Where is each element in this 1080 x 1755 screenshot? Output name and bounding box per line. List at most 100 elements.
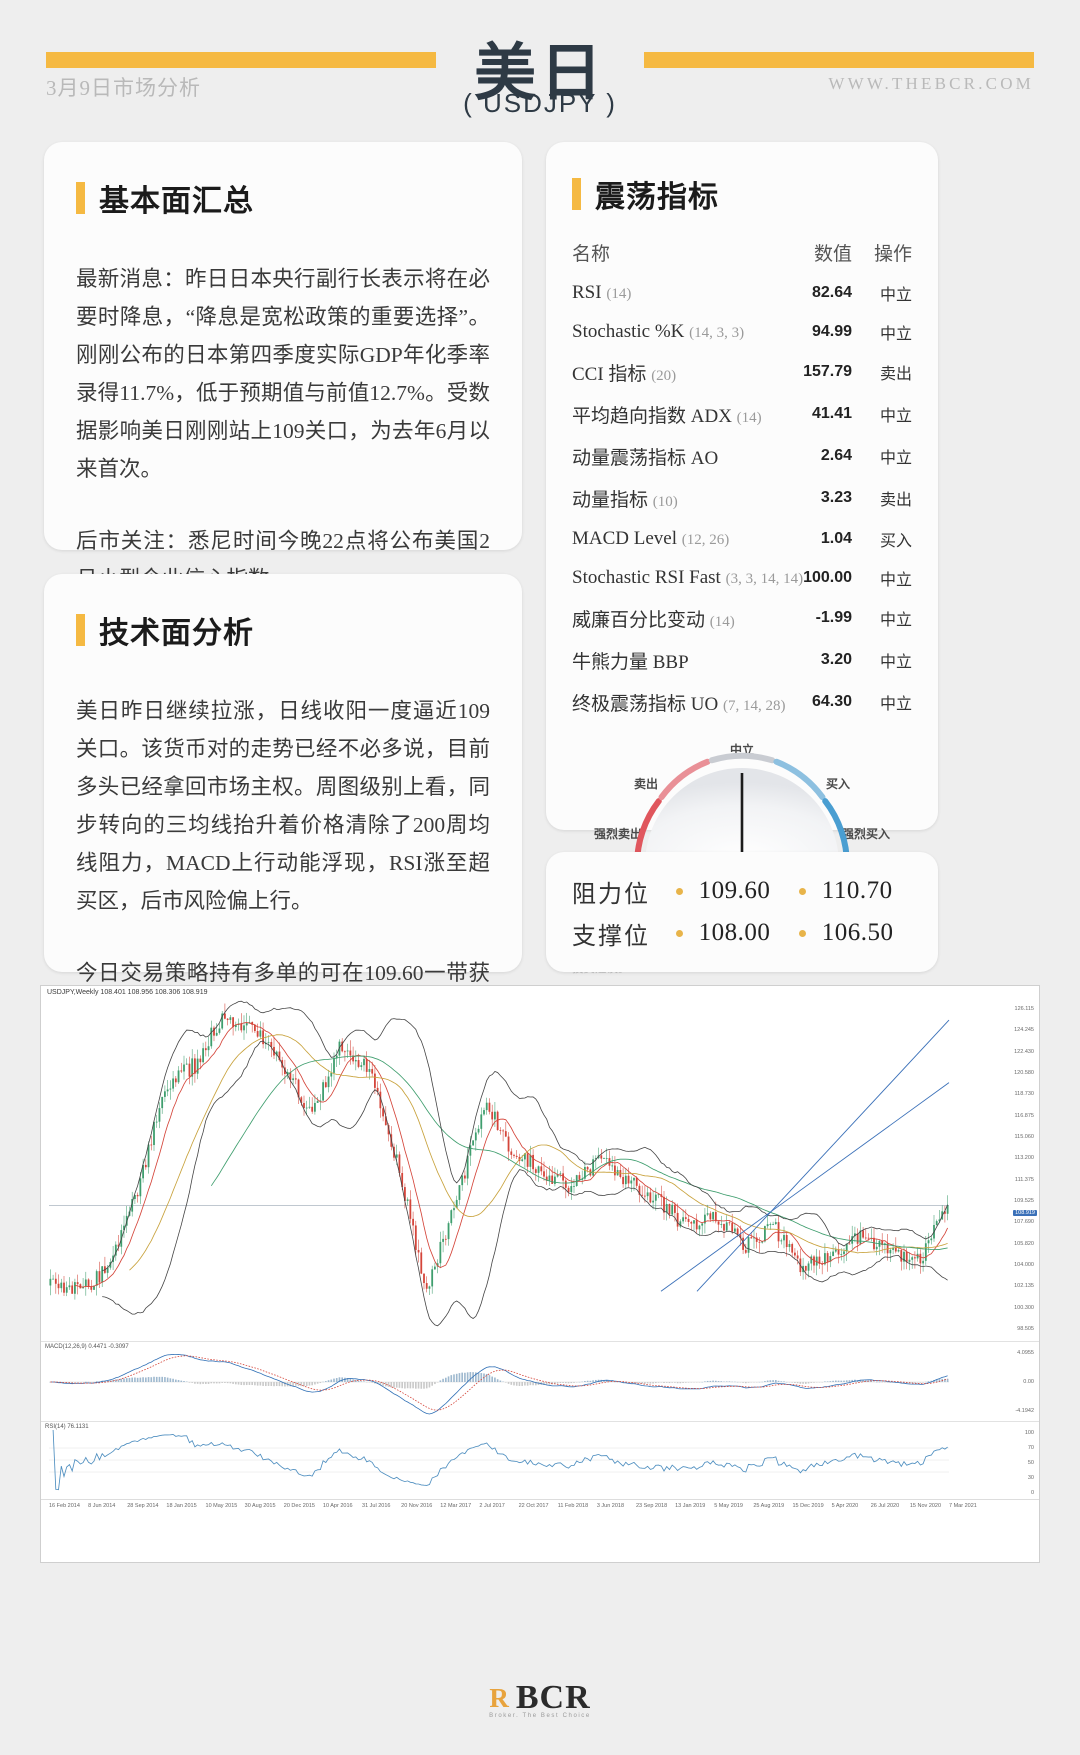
indicator-action: 中立 (879, 571, 912, 589)
table-row: Stochastic RSI Fast (3, 3, 14, 14) 100.00… (572, 558, 912, 597)
technical-analysis-card: 技术面分析 美日昨日继续拉涨，日线收阳一度逼近109关口。该货币对的走势已经不必… (44, 574, 522, 1061)
header-rule-right (644, 52, 1034, 68)
indicator-value: 100.00 (803, 568, 853, 586)
indicator-value: 3.20 (820, 651, 853, 668)
indicator-name: Stochastic RSI Fast (3, 3, 14, 14) (572, 566, 804, 588)
resistance-row: 阻力位 109.60 110.70 (572, 870, 912, 912)
table-row: MACD Level (12, 26) 1.04 买入 (572, 519, 912, 558)
indicator-name: MACD Level (12, 26) (572, 527, 730, 549)
table-row: Stochastic %K (14, 3, 3) 94.99 中立 (572, 312, 912, 351)
page-header: 3月9日市场分析 WWW.THEBCR.COM 美日 ( USDJPY ) (0, 0, 1080, 128)
candlestick-chart (49, 1000, 950, 1327)
oscillator-indicators-card: 震荡指标 名称 数值 操作 RSI (14) 82.64 中立 Stochastic … (546, 142, 938, 975)
main-price-pane[interactable]: 126.115 124.245 122.430 120.580 118.730 116.8… (41, 996, 1039, 1341)
date-tick-label: 20 Dec 2015 (283, 1503, 315, 1509)
price-tick-label: 116.875 (1014, 1112, 1034, 1119)
date-tick-label: 11 Feb 2018 (557, 1503, 589, 1509)
indicator-params: (12, 26) (681, 531, 730, 548)
indicator-action: 中立 (879, 408, 912, 425)
indicator-params: (3, 3, 14, 14) (725, 570, 804, 587)
macd-pane[interactable]: MACD(12,26,9) 0.4471 -0.3097 4.0955 0.00 -… (41, 1341, 1039, 1421)
indicator-action: 中立 (879, 286, 912, 304)
price-tick-label: 126.115 (1014, 1006, 1034, 1012)
date-tick-label: 22 Oct 2017 (518, 1503, 549, 1509)
indicator-value: 64.30 (811, 693, 853, 710)
bullet-dot-icon (798, 887, 806, 895)
price-tick-label: 111.375 (1014, 1176, 1034, 1183)
price-tick-label: 113.200 (1014, 1155, 1034, 1162)
date-tick-label: 23 Sep 2018 (635, 1503, 668, 1509)
brand-footer: R BCR Broker. The Best Choice (0, 1679, 1080, 1719)
macd-label: MACD(12,26,9) 0.4471 -0.3097 (45, 1344, 129, 1350)
brand-mark-icon: R (489, 1682, 509, 1713)
title-accent-bar (76, 182, 85, 214)
date-tick-label: 13 Jan 2019 (675, 1503, 706, 1509)
header-date-label: 3月9日市场分析 (46, 76, 201, 100)
header-website: WWW.THEBCR.COM (828, 74, 1034, 93)
indicator-params: (7, 14, 28) (722, 697, 786, 714)
fundamental-body: 最新消息：昨日日本央行副行长表示将在必要时降息，“降息是宽松政策的重要选择”。刚… (76, 260, 490, 598)
title-accent-bar (76, 614, 85, 646)
indicator-name: RSI (14) (572, 281, 632, 303)
indicator-params: (20) (651, 367, 677, 384)
title-accent-bar (572, 178, 581, 210)
macd-indicator-chart (49, 1353, 949, 1415)
column-header-value: 数值 (814, 244, 853, 265)
date-tick-label: 12 Mar 2017 (440, 1503, 472, 1509)
price-tick-label: 107.690 (1014, 1219, 1034, 1226)
indicator-params: (10) (652, 493, 678, 510)
date-tick-label: 26 Jul 2020 (870, 1503, 900, 1509)
rsi-tick-label: 50 (1027, 1460, 1034, 1466)
price-tick-label: 124.245 (1014, 1027, 1034, 1034)
rsi-pane[interactable]: RSI(14) 76.1131 100 70 50 30 0 (41, 1421, 1039, 1499)
indicator-name: 动量震荡指标 AO (572, 447, 719, 469)
date-tick-label: 30 Aug 2015 (244, 1503, 276, 1509)
indicator-action: 卖出 (879, 366, 912, 383)
indicator-action: 中立 (879, 696, 912, 713)
table-row: 终极震荡指标 UO (7, 14, 28) 64.30 中立 (572, 681, 912, 723)
date-tick-label: 2 Jul 2017 (479, 1503, 505, 1509)
page-subtitle: ( USDJPY ) (463, 88, 617, 118)
gauge-label-sell: 卖出 (634, 777, 659, 791)
date-tick-label: 3 Jun 2018 (596, 1503, 625, 1509)
column-header-action: 操作 (873, 244, 912, 265)
rsi-tick-label: 30 (1027, 1475, 1034, 1481)
chart-x-axis: 16 Feb 2014 8 Jun 2014 28 Sep 2014 18 Jan 2… (41, 1499, 1039, 1515)
oscillator-card-title: 震荡指标 (572, 172, 912, 216)
date-tick-label: 20 Nov 2016 (401, 1503, 433, 1509)
date-tick-label: 25 Aug 2019 (753, 1503, 785, 1509)
price-tick-label: 100.300 (1014, 1304, 1034, 1311)
table-row: RSI (14) 82.64 中立 (572, 273, 912, 312)
brand-name: BCR (515, 1679, 591, 1716)
indicator-params: (14) (736, 409, 762, 426)
price-chart-panel[interactable]: USDJPY,Weekly 108.401 108.956 108.306 10… (40, 985, 1040, 1563)
price-tick-label: 98.505 (1017, 1326, 1034, 1332)
table-row: 牛熊力量 BBP 3.20 中立 (572, 639, 912, 681)
fundamental-paragraph-1: 最新消息：昨日日本央行副行长表示将在必要时降息，“降息是宽松政策的重要选择”。刚… (76, 267, 490, 481)
gauge-label-strong-buy: 强烈买入 (841, 827, 890, 841)
date-tick-label: 7 Mar 2021 (949, 1503, 977, 1509)
price-tick-label: 102.135 (1014, 1283, 1034, 1290)
price-tick-label: 115.060 (1014, 1134, 1034, 1140)
macd-tick-label: 4.0955 (1017, 1350, 1034, 1356)
chart-title: USDJPY,Weekly 108.401 108.956 108.306 10… (47, 989, 208, 996)
resistance-label: 阻力位 (572, 881, 650, 908)
date-tick-label: 16 Feb 2014 (49, 1503, 80, 1509)
bullet-dot-icon (675, 929, 683, 937)
indicator-params: (14, 3, 3) (689, 324, 745, 341)
indicator-value: 82.64 (811, 283, 853, 301)
indicator-value: 3.23 (820, 489, 853, 506)
indicator-name: CCI 指标 (20) (572, 363, 677, 385)
indicator-value: -1.99 (815, 609, 853, 626)
support-row: 支撑位 108.00 106.50 (572, 912, 912, 954)
current-price-tag: 108.919 (1013, 1210, 1037, 1216)
resistance-value-1: 109.60 (698, 877, 771, 904)
rsi-tick-label: 0 (1030, 1490, 1034, 1496)
table-row: 威廉百分比变动 (14) -1.99 中立 (572, 597, 912, 639)
indicator-action: 中立 (879, 450, 912, 467)
indicator-action: 买入 (879, 532, 912, 550)
date-tick-label: 15 Nov 2020 (909, 1503, 942, 1509)
technical-paragraph-1: 美日昨日继续拉涨，日线收阳一度逼近109关口。该货币对的走势已经不必多说，目前多… (76, 699, 490, 913)
key-levels-card: 阻力位 109.60 110.70 支撑位 108.00 106.50 (546, 852, 938, 972)
macd-axis: 4.0955 0.00 -4.1942 (991, 1342, 1037, 1421)
